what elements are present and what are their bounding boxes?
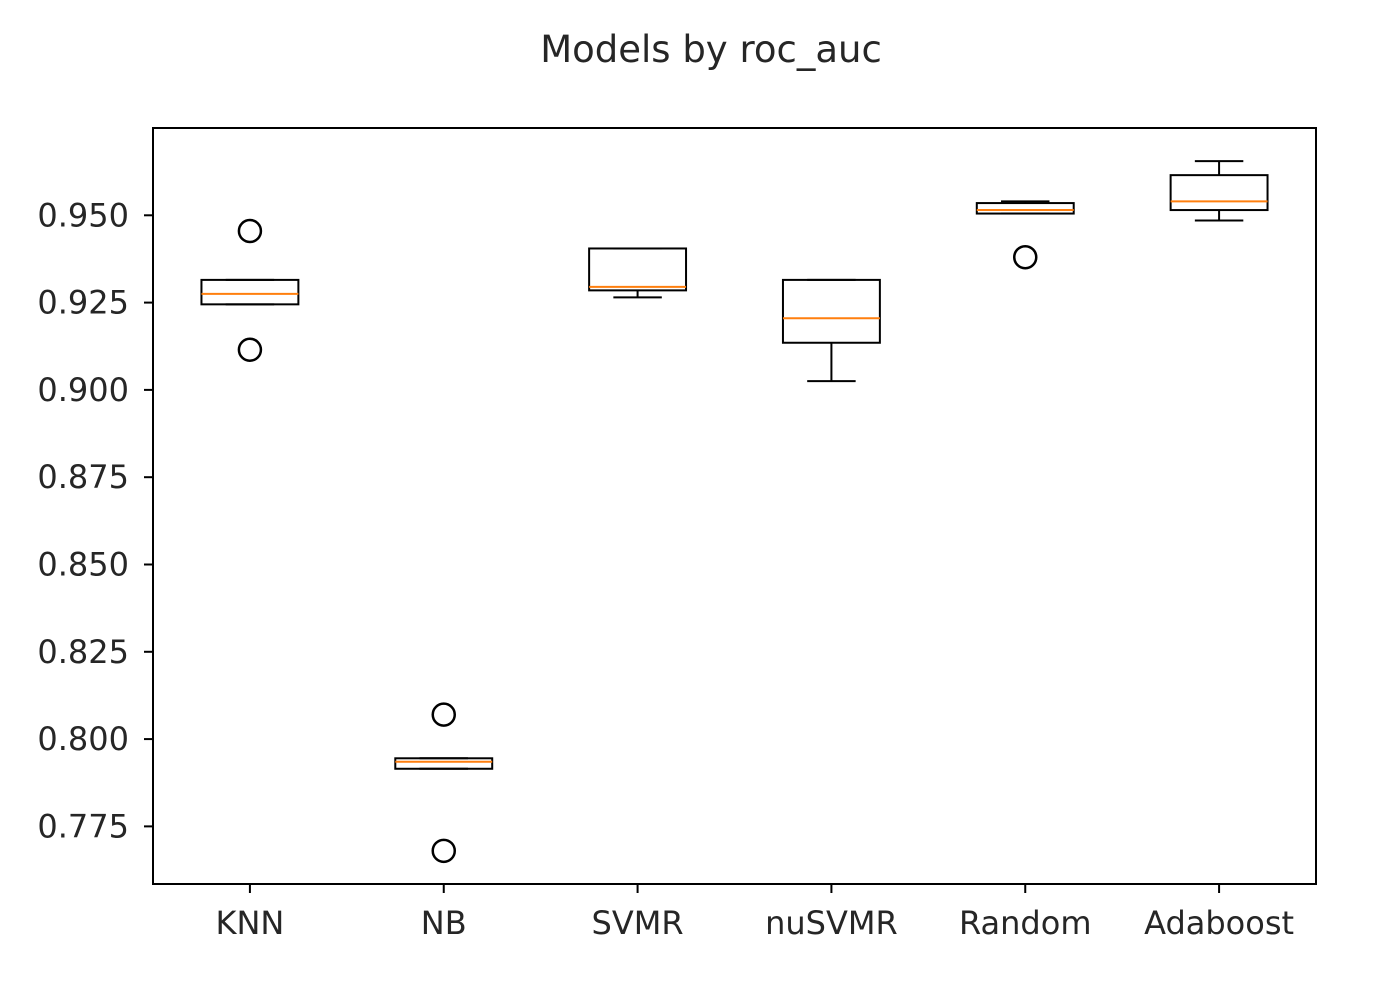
outlier-point: [237, 218, 263, 244]
x-tick-label: NB: [421, 904, 467, 942]
x-tick-label: nuSVMR: [765, 904, 898, 942]
outlier-point: [237, 337, 263, 362]
plot-area: [200, 160, 1269, 864]
y-tick-label: 0.900: [37, 371, 129, 409]
y-tick-label: 0.825: [37, 633, 129, 671]
chart-title: Models by roc_auc: [540, 28, 882, 71]
x-tick-label: Random: [959, 904, 1091, 942]
box-group-nusvmr: [781, 278, 881, 383]
x-tick-label: SVMR: [592, 904, 684, 942]
y-axis: 0.775 0.800 0.825 0.850 0.875 0.900 0.925 0.950: [37, 196, 153, 845]
axes-frame: [152, 127, 1317, 885]
box-group-nb: [394, 702, 494, 864]
box-group-knn: [200, 218, 300, 362]
y-tick-label: 0.850: [37, 545, 129, 583]
outlier-point: [431, 702, 456, 727]
outlier-point: [1013, 244, 1038, 270]
box-group-adaboost: [1169, 160, 1269, 222]
box: [200, 278, 300, 306]
y-tick-label: 0.775: [37, 807, 129, 845]
box-group-svmr: [588, 247, 688, 299]
box: [975, 202, 1075, 215]
box: [781, 278, 881, 344]
x-tick-label: Adaboost: [1144, 904, 1294, 942]
y-tick-label: 0.950: [37, 196, 129, 234]
x-tick-label: KNN: [215, 904, 284, 942]
box-group-random: [975, 200, 1075, 270]
y-tick-label: 0.925: [37, 284, 129, 322]
box: [394, 757, 494, 770]
box: [588, 247, 688, 292]
x-axis: KNN NB SVMR nuSVMR Random Adaboost: [215, 884, 1294, 942]
y-tick-label: 0.800: [37, 720, 129, 758]
outlier-point: [431, 838, 456, 864]
box: [1169, 174, 1269, 212]
y-tick-label: 0.875: [37, 458, 129, 496]
